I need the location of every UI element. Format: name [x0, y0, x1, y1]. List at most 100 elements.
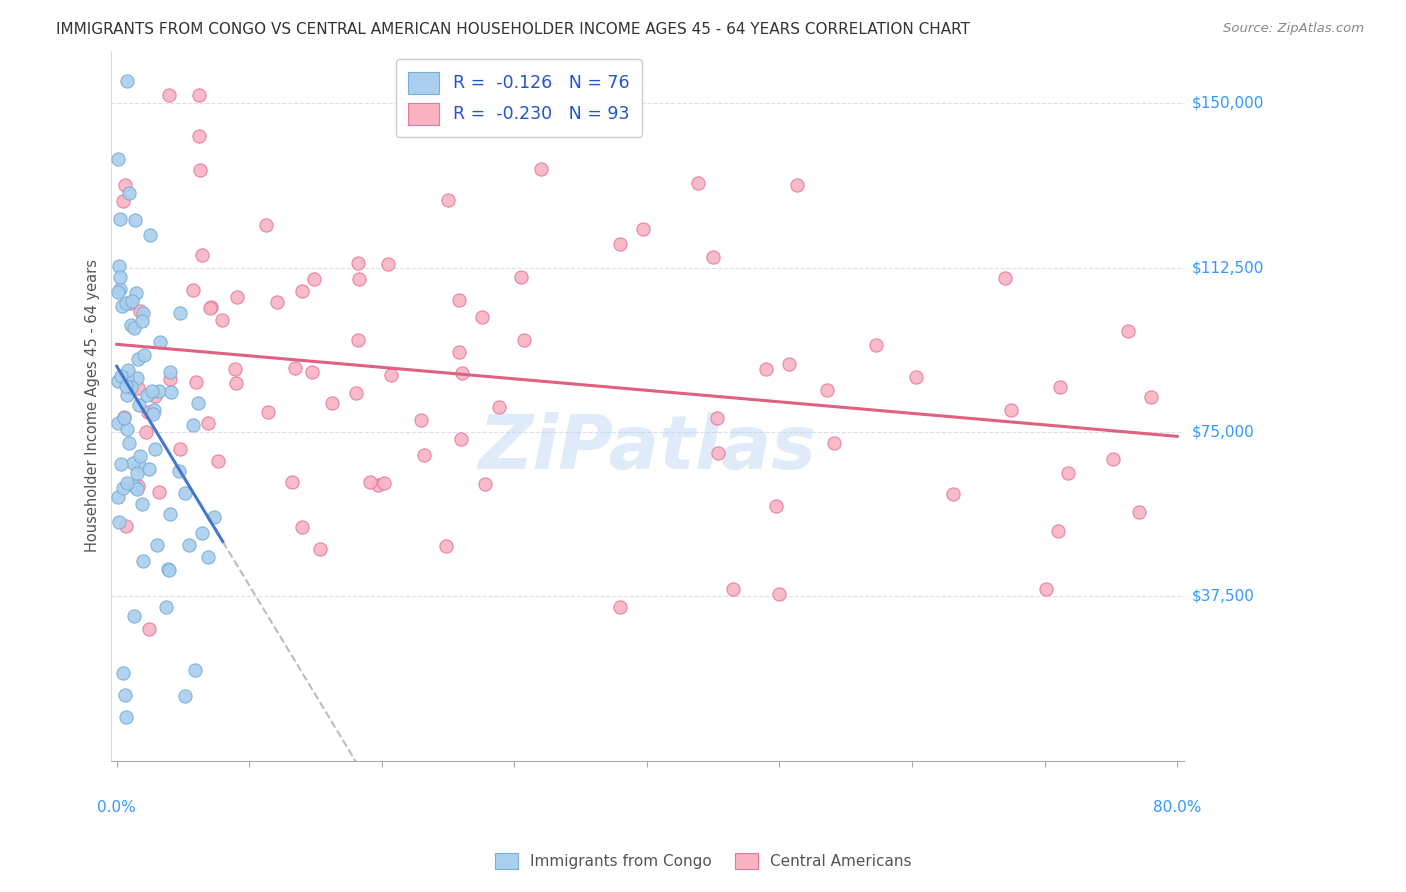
Point	[815, 383, 838, 397]
Point	[188, 87, 211, 102]
Point	[786, 178, 808, 193]
Point	[142, 407, 165, 421]
Point	[291, 284, 314, 298]
Point	[1057, 467, 1080, 481]
Point	[904, 370, 927, 384]
Point	[631, 222, 654, 236]
Point	[179, 538, 201, 552]
Point	[226, 290, 249, 304]
Point	[142, 402, 165, 417]
Point	[143, 388, 166, 402]
Point	[474, 477, 496, 491]
Point	[477, 118, 499, 132]
Point	[157, 562, 180, 576]
Point	[129, 449, 152, 463]
Point	[127, 381, 149, 395]
Point	[187, 128, 209, 143]
Point	[207, 454, 229, 468]
Point	[686, 176, 709, 190]
Point	[225, 376, 247, 390]
Point	[108, 211, 131, 226]
Point	[347, 333, 370, 347]
Legend: R =  -0.126   N = 76, R =  -0.230   N = 93: R = -0.126 N = 76, R = -0.230 N = 93	[396, 60, 643, 137]
Point	[1035, 582, 1057, 596]
Point	[138, 622, 160, 636]
Point	[173, 689, 195, 703]
Point	[141, 384, 163, 398]
Point	[321, 396, 343, 410]
Point	[135, 425, 157, 439]
Point	[132, 348, 155, 362]
Point	[721, 582, 744, 597]
Point	[120, 296, 142, 310]
Point	[155, 600, 177, 615]
Point	[190, 163, 212, 178]
Point	[509, 269, 531, 284]
Point	[609, 600, 631, 615]
Point	[202, 510, 225, 524]
Point	[609, 236, 631, 251]
Point	[302, 272, 325, 286]
Point	[132, 306, 155, 320]
Point	[112, 409, 135, 424]
Point	[112, 410, 135, 425]
Point	[367, 478, 389, 492]
Point	[120, 380, 142, 394]
Point	[198, 301, 221, 315]
Point	[128, 398, 150, 412]
Point	[224, 362, 246, 376]
Point	[108, 269, 131, 284]
Point	[449, 344, 471, 359]
Point	[530, 161, 553, 176]
Point	[183, 418, 205, 433]
Point	[1049, 380, 1071, 394]
Point	[135, 387, 157, 401]
Point	[115, 710, 138, 724]
Point	[702, 250, 724, 264]
Point	[117, 475, 139, 490]
Point	[1139, 390, 1161, 404]
Point	[139, 227, 162, 242]
Point	[114, 518, 136, 533]
Point	[755, 362, 778, 376]
Point	[143, 442, 166, 456]
Point	[108, 515, 131, 529]
Point	[190, 525, 212, 540]
Y-axis label: Householder Income Ages 45 - 64 years: Householder Income Ages 45 - 64 years	[86, 260, 100, 552]
Point	[377, 257, 399, 271]
Point	[127, 351, 149, 366]
Point	[284, 361, 307, 376]
Point	[347, 256, 370, 270]
Point	[1116, 324, 1139, 338]
Point	[127, 479, 149, 493]
Text: Source: ZipAtlas.com: Source: ZipAtlas.com	[1223, 22, 1364, 36]
Point	[254, 218, 277, 232]
Point	[115, 379, 138, 393]
Point	[157, 564, 180, 578]
Point	[117, 363, 139, 377]
Point	[122, 320, 145, 334]
Point	[157, 87, 180, 102]
Point	[291, 519, 314, 533]
Point	[360, 475, 382, 489]
Point	[107, 374, 129, 388]
Point	[117, 74, 139, 88]
Point	[107, 153, 129, 167]
Point	[107, 285, 129, 299]
Point	[114, 178, 136, 193]
Point	[148, 384, 170, 399]
Point	[434, 539, 457, 553]
Point	[138, 462, 160, 476]
Point	[437, 193, 460, 207]
Point	[128, 458, 150, 473]
Point	[1000, 403, 1022, 417]
Point	[450, 432, 472, 446]
Point	[131, 497, 153, 511]
Point	[149, 334, 172, 349]
Point	[117, 186, 139, 200]
Text: $112,500: $112,500	[1192, 260, 1264, 275]
Point	[115, 371, 138, 385]
Point	[488, 401, 510, 415]
Point	[768, 587, 790, 601]
Point	[257, 405, 280, 419]
